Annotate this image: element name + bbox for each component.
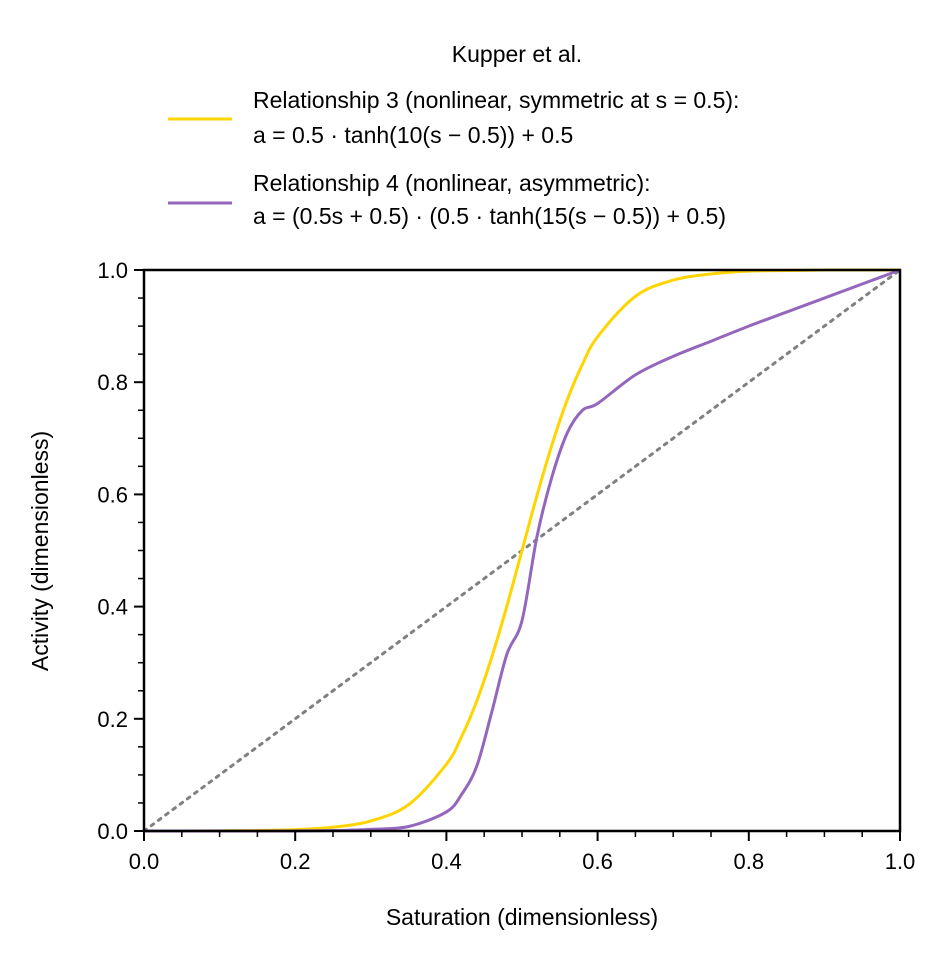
y-tick-label: 1.0 [97, 258, 128, 283]
y-tick-label: 0.6 [97, 482, 128, 507]
x-tick-label: 0.8 [734, 849, 765, 874]
y-axis-label: Activity (dimensionless) [27, 431, 53, 671]
x-tick-label: 0.4 [431, 849, 462, 874]
y-tick-label: 0.4 [97, 595, 128, 620]
axes-layer: 0.0 0.2 0.4 0.6 0.8 1.0 0.0 0.2 0.4 0.6 0.8 1.0 [97, 258, 915, 874]
series-layer [142, 268, 902, 833]
y-tick-label: 0.0 [97, 819, 128, 844]
legend: Kupper et al. Relationship 3 (nonlinear,… [168, 41, 739, 229]
y-tick-label: 0.2 [97, 707, 128, 732]
series-line-relationship-3 [143, 268, 900, 833]
y-tick-label: 0.8 [97, 370, 128, 395]
legend-entry-relationship-3-line2: a = 0.5 · tanh(10(s − 0.5)) + 0.5 [253, 122, 573, 148]
x-tick-label: 0.6 [582, 849, 613, 874]
legend-entry-relationship-4-line2: a = (0.5s + 0.5) · (0.5 · tanh(15(s − 0.… [253, 203, 726, 229]
x-tick-label: 1.0 [885, 849, 916, 874]
legend-entry-relationship-3-line1: Relationship 3 (nonlinear, symmetric at … [253, 87, 739, 113]
x-axis-label: Saturation (dimensionless) [386, 904, 658, 930]
legend-title: Kupper et al. [452, 41, 582, 67]
x-tick-label: 0.2 [280, 849, 311, 874]
legend-entry-relationship-4-line1: Relationship 4 (nonlinear, asymmetric): [253, 170, 651, 196]
x-tick-label: 0.0 [129, 849, 160, 874]
